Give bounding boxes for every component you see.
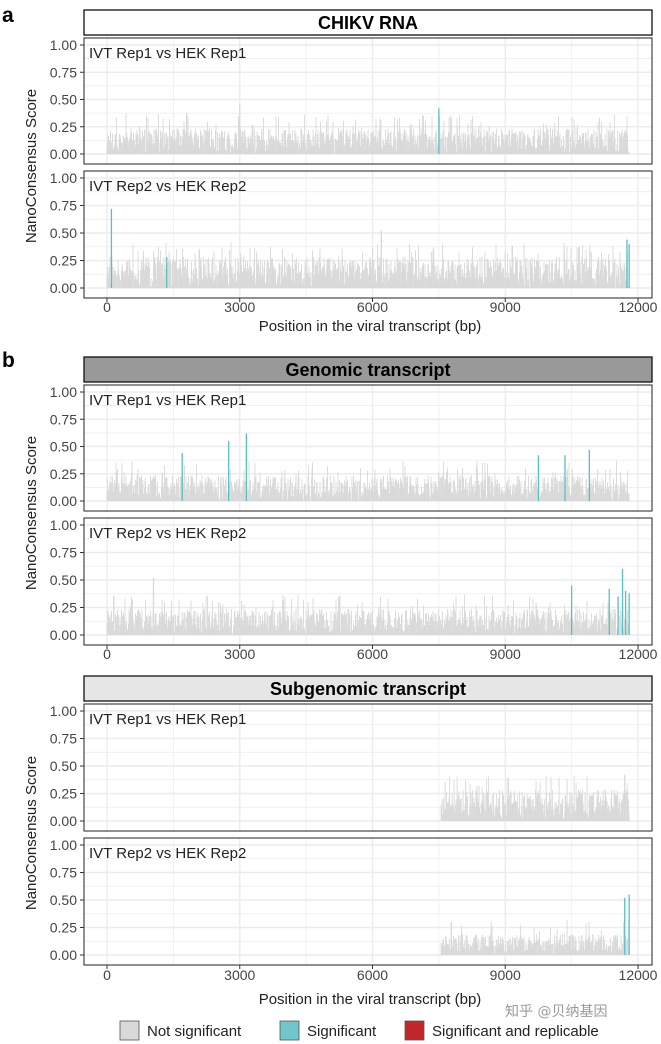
y-tick-label: 1.00	[50, 837, 77, 853]
y-tick-label: 0.25	[50, 466, 77, 482]
subplot-title: IVT Rep1 vs HEK Rep1	[89, 45, 246, 62]
panel-a-header-strip	[83, 9, 653, 36]
x-tick-label: 3000	[224, 646, 255, 662]
y-tick-label: 0.00	[50, 493, 77, 509]
x-tick-label: 9000	[490, 299, 521, 315]
y-tick-label: 1.00	[50, 517, 77, 533]
y-tick-label: 0.25	[50, 786, 77, 802]
y-tick-label: 0.00	[50, 947, 77, 963]
panel-a-y-axis-label: NanoConsensus Score	[23, 89, 40, 243]
y-tick-label: 0.75	[50, 545, 77, 561]
y-tick-label: 1.00	[50, 384, 77, 400]
plot-border	[83, 837, 653, 966]
y-tick-label: 0.25	[50, 119, 77, 135]
x-tick-label: 12000	[619, 646, 658, 662]
legend-swatch-significant-replicable	[404, 1020, 425, 1041]
x-tick-label: 6000	[357, 646, 388, 662]
y-tick-label: 0.50	[50, 439, 77, 455]
x-tick-label: 6000	[357, 299, 388, 315]
x-tick-label: 12000	[619, 299, 658, 315]
x-tick-label: 3000	[224, 967, 255, 983]
panel-b-header: Genomic transcript	[285, 360, 450, 380]
subplot-title: IVT Rep2 vs HEK Rep2	[89, 178, 246, 195]
panel-c-plot-rep1: IVT Rep1 vs HEK Rep1 0.00 0.25 0.50 0.75 1.00	[50, 703, 653, 832]
score-bars-not-significant	[440, 920, 630, 955]
legend-swatch-significant	[279, 1020, 300, 1041]
y-tick-label: 1.00	[50, 37, 77, 53]
grid	[84, 704, 652, 831]
y-tick-label: 0.50	[50, 92, 77, 108]
x-tick-label: 0	[103, 646, 111, 662]
x-tick-label: 6000	[357, 967, 388, 983]
y-tick-label: 0.25	[50, 920, 77, 936]
subplot-title: IVT Rep2 vs HEK Rep2	[89, 845, 246, 862]
plot-border	[83, 37, 653, 165]
plot-border	[83, 703, 653, 832]
x-tick-label: 12000	[619, 967, 658, 983]
y-tick-label: 0.00	[50, 280, 77, 296]
panel-a-plot-rep1: IVT Rep1 vs HEK Rep1 0.00 0.25 0.50 0.75 1.00	[50, 37, 653, 165]
score-bars-not-significant	[106, 113, 630, 154]
panel-b-plot-rep1: IVT Rep1 vs HEK Rep1 0.00 0.25 0.50 0.75 1.00	[50, 384, 653, 512]
y-tick-label: 1.00	[50, 170, 77, 186]
y-tick-label: 0.75	[50, 731, 77, 747]
score-bars-not-significant	[440, 775, 630, 821]
y-tick-label: 0.00	[50, 146, 77, 162]
panel-a-x-axis-label: Position in the viral transcript (bp)	[259, 318, 482, 335]
subplot-title: IVT Rep1 vs HEK Rep1	[89, 392, 246, 409]
y-tick-label: 0.75	[50, 64, 77, 80]
y-tick-label: 0.75	[50, 865, 77, 881]
legend-label-significant-replicable: Significant and replicable	[432, 1023, 599, 1040]
x-tick-label: 0	[103, 299, 111, 315]
subplot-title: IVT Rep1 vs HEK Rep1	[89, 711, 246, 728]
y-tick-label: 0.00	[50, 813, 77, 829]
legend-swatch-not-significant	[119, 1020, 140, 1041]
x-tick-label: 0	[103, 967, 111, 983]
y-tick-label: 0.25	[50, 253, 77, 269]
x-tick-label: 9000	[490, 646, 521, 662]
y-tick-label: 0.75	[50, 198, 77, 214]
x-tick-label: 3000	[224, 299, 255, 315]
panel-c-plot-rep2: IVT Rep2 vs HEK Rep2 0.00 0.25 0.50 0.75 1.00…	[50, 837, 658, 983]
panel-c-y-axis-label: NanoConsensus Score	[23, 756, 40, 910]
y-tick-label: 0.50	[50, 892, 77, 908]
panel-b-header-strip	[83, 356, 653, 383]
y-tick-label: 0.25	[50, 600, 77, 616]
panel-b-label: b	[2, 349, 15, 372]
panel-a-plot-rep2: IVT Rep2 vs HEK Rep2 0.00 0.25 0.50 0.75 1.00…	[50, 170, 658, 315]
y-tick-label: 1.00	[50, 703, 77, 719]
panel-c-x-axis-label: Position in the viral transcript (bp)	[259, 991, 482, 1008]
plot-border	[83, 170, 653, 299]
watermark: 知乎 @贝纳基因	[505, 1003, 607, 1020]
grid	[84, 838, 652, 965]
panel-a-label: a	[2, 4, 14, 27]
panel-a-header: CHIKV RNA	[318, 13, 418, 33]
plot-border	[83, 517, 653, 646]
y-tick-label: 0.50	[50, 758, 77, 774]
panel-c-header-strip	[83, 675, 653, 702]
subplot-title: IVT Rep2 vs HEK Rep2	[89, 525, 246, 542]
y-tick-label: 0.50	[50, 225, 77, 241]
panel-c-header: Subgenomic transcript	[270, 679, 466, 699]
legend: Not significant Significant Significant …	[119, 1020, 599, 1041]
plot-border	[83, 384, 653, 512]
score-bars-not-significant	[106, 460, 630, 501]
panel-b-y-axis-label: NanoConsensus Score	[23, 436, 40, 590]
y-tick-label: 0.75	[50, 411, 77, 427]
panel-b-plot-rep2: IVT Rep2 vs HEK Rep2 0.00 0.25 0.50 0.75 1.00…	[50, 517, 658, 662]
y-tick-label: 0.00	[50, 627, 77, 643]
legend-label-significant: Significant	[307, 1023, 377, 1040]
score-bars-not-significant	[106, 242, 630, 288]
legend-label-not-significant: Not significant	[147, 1023, 242, 1040]
x-tick-label: 9000	[490, 967, 521, 983]
y-tick-label: 0.50	[50, 572, 77, 588]
